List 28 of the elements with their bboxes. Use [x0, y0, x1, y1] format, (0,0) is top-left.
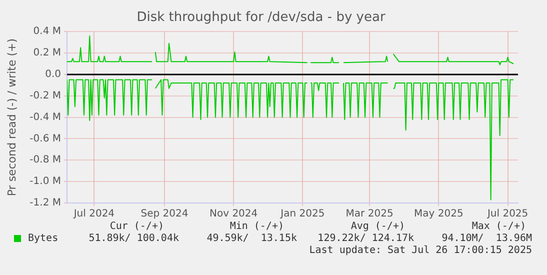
y-tick-label: -0.8 M — [30, 154, 61, 166]
text: Avg (-/+) — [350, 221, 405, 232]
y-tick-label: -1.2 M — [30, 198, 61, 209]
chart-title: Disk throughput for /dev/sda - by year — [136, 10, 386, 26]
y-axis-title: Pr second read (-) / write (+) — [5, 38, 18, 196]
x-tick-label: Jul 2024 — [72, 208, 115, 220]
y-tick-label: -0.6 M — [30, 133, 61, 144]
legend-label: Bytes — [28, 233, 58, 244]
y-tick-label: -0.4 M — [30, 112, 61, 123]
y-tick-label: 0.0 — [45, 69, 61, 80]
text: 49.59k/ 13.15k — [206, 233, 297, 244]
x-tick-label: Jan 2025 — [280, 208, 325, 220]
text: 129.22k/ 124.17k — [318, 233, 414, 244]
x-tick-label: May 2025 — [414, 208, 464, 220]
text: Max (-/+) — [472, 221, 526, 232]
x-tick-label: Mar 2025 — [346, 208, 394, 220]
text: 94.10M/ 13.96M — [442, 233, 532, 244]
x-tick-label: Nov 2024 — [209, 208, 258, 220]
x-tick-label: Jul 2025 — [486, 208, 528, 220]
text: Last update: Sat Jul 26 17:00:15 2025 — [309, 245, 532, 256]
text: 51.89k/ 100.04k — [88, 233, 179, 244]
y-tick-label: 0.4 M — [33, 26, 61, 38]
text: Min (-/+) — [230, 221, 284, 232]
text: Cur (-/+) — [110, 221, 164, 232]
y-tick-label: -1.0 M — [30, 176, 61, 188]
x-tick-label: Sep 2024 — [140, 208, 188, 220]
y-tick-label: 0.2 M — [33, 48, 61, 59]
y-tick-label: -0.2 M — [30, 90, 61, 102]
